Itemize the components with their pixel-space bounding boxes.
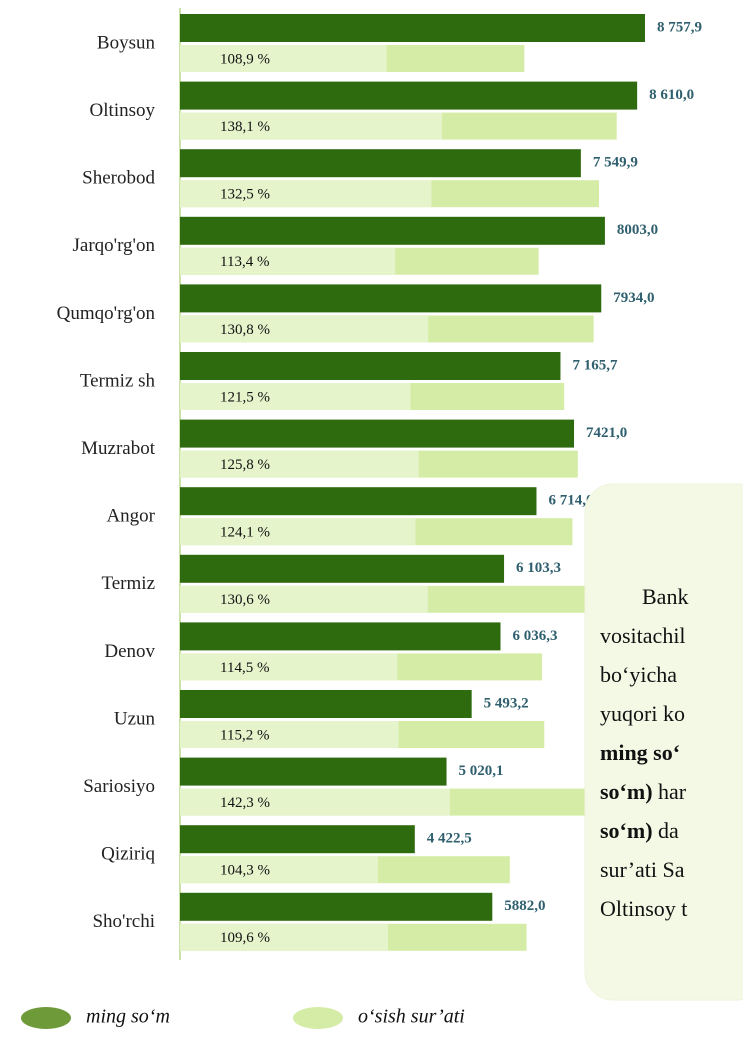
annotation-text: da [653, 818, 680, 843]
category-label: Termiz [101, 573, 155, 594]
growth-bar-highlight [180, 653, 398, 681]
amount-bar [180, 14, 645, 42]
growth-label: 130,6 % [220, 592, 270, 608]
growth-bar-highlight [180, 383, 411, 410]
growth-label: 125,8 % [220, 457, 270, 473]
growth-label: 130,8 % [220, 322, 270, 338]
category-label: Qiziriq [101, 844, 155, 865]
category-label: Jarqo'rg'on [73, 235, 156, 256]
growth-bar-highlight [180, 315, 429, 343]
legend-label: o‘sish sur’ati [358, 1006, 465, 1028]
annotation-line: vositachil [600, 623, 686, 648]
annotation-line: sur’ati Sa [600, 857, 685, 882]
category-label: Muzrabot [81, 438, 156, 459]
amount-label: 5 493,2 [484, 695, 529, 711]
annotation-bold: ming so‘ [600, 740, 680, 765]
annotation-line: ming so‘ [600, 740, 680, 765]
annotation-box [584, 483, 743, 1001]
amount-label: 8003,0 [617, 222, 658, 238]
amount-label: 7 165,7 [572, 357, 618, 373]
growth-bar-highlight [180, 112, 443, 140]
amount-label: 8 757,9 [657, 19, 702, 35]
amount-bar [180, 622, 501, 651]
growth-label: 114,5 % [220, 660, 269, 676]
amount-label: 7934,0 [613, 290, 654, 306]
amount-bar [180, 487, 537, 516]
annotation-line: yuqori ko [600, 701, 685, 726]
annotation-line: so‘m) da [600, 818, 679, 843]
annotation-line: so‘m) har [600, 779, 687, 804]
amount-bar [180, 757, 447, 786]
amount-label: 5882,0 [504, 898, 545, 914]
annotation-line: Bank [642, 584, 688, 609]
amount-label: 7421,0 [586, 425, 627, 441]
annotation-line: bo‘yicha [600, 662, 677, 687]
amount-bar [180, 892, 493, 921]
category-label: Uzun [114, 708, 156, 729]
annotation-bold: so‘m) [600, 779, 653, 804]
legend-swatch [293, 1007, 343, 1029]
growth-label: 138,1 % [220, 119, 270, 135]
annotation-text: har [653, 779, 687, 804]
category-label: Denov [104, 641, 155, 662]
growth-bar-highlight [180, 247, 396, 275]
legend-swatch [21, 1007, 71, 1029]
category-label: Oltinsoy [90, 100, 156, 121]
growth-bar-highlight [180, 180, 432, 208]
legend-label: ming so‘m [86, 1006, 170, 1028]
growth-bar-highlight [180, 45, 387, 72]
growth-bar-highlight [180, 585, 428, 613]
category-label: Sherobod [82, 168, 155, 189]
amount-bar [180, 352, 561, 380]
growth-bar-highlight [180, 788, 450, 816]
growth-label: 121,5 % [220, 389, 270, 405]
annotation-line: Oltinsoy t [600, 896, 687, 921]
amount-bar [180, 554, 505, 583]
growth-bar-highlight [180, 518, 416, 546]
amount-bar [180, 419, 575, 448]
amount-bar [180, 216, 605, 245]
category-label: Boysun [97, 32, 156, 53]
amount-label: 6 103,3 [516, 560, 561, 576]
amount-label: 6 036,3 [512, 628, 557, 644]
category-label: Sariosiyo [83, 776, 155, 797]
growth-label: 109,6 % [220, 930, 270, 946]
growth-label: 142,3 % [220, 795, 270, 811]
amount-bar [180, 81, 638, 110]
amount-label: 8 610,0 [649, 87, 694, 103]
amount-label: 6 714,0 [548, 493, 593, 509]
amount-label: 7 549,9 [593, 155, 638, 171]
growth-bar-highlight [180, 923, 388, 951]
category-label: Angor [106, 506, 155, 527]
growth-bar-highlight [180, 450, 419, 478]
growth-label: 104,3 % [220, 863, 270, 879]
growth-bar-highlight [180, 856, 378, 884]
annotation-bold: so‘m) [600, 818, 653, 843]
growth-bar-highlight [180, 721, 399, 748]
growth-label: 108,9 % [220, 51, 270, 67]
growth-label: 132,5 % [220, 187, 270, 203]
amount-bar [180, 149, 581, 178]
amount-bar [180, 690, 472, 718]
amount-bar [180, 284, 602, 313]
category-label: Termiz sh [80, 370, 156, 391]
amount-label: 4 422,5 [427, 831, 472, 847]
category-label: Sho'rchi [92, 911, 155, 932]
amount-bar [180, 825, 415, 854]
growth-label: 115,2 % [220, 727, 269, 743]
amount-label: 5 020,1 [459, 763, 504, 779]
growth-label: 113,4 % [220, 254, 269, 270]
growth-label: 124,1 % [220, 525, 270, 541]
category-label: Qumqo'rg'on [57, 303, 156, 324]
